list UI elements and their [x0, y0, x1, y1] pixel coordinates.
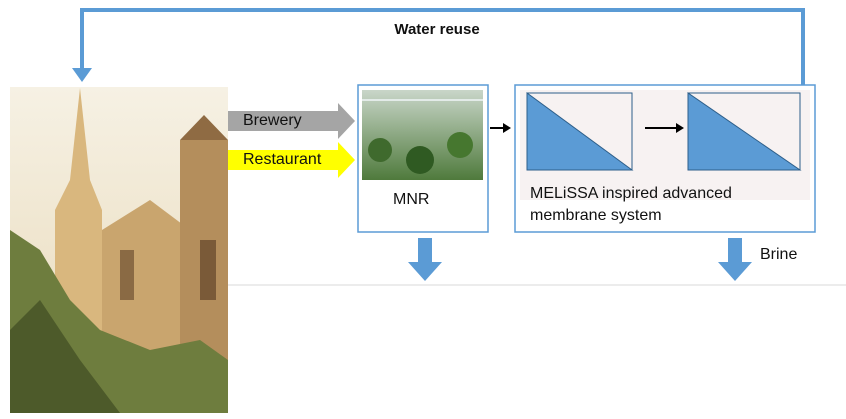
outflow-arrow	[718, 238, 752, 281]
mnr-photo	[362, 90, 483, 180]
input-label: Brewery	[243, 112, 302, 129]
output-label: Brine	[760, 246, 797, 263]
node-label: MELiSSA inspired advanced	[530, 185, 732, 202]
outflow-arrow	[408, 238, 442, 281]
diagram: Water reuse Brewery Restaurant MNR MELiS…	[0, 0, 846, 419]
connector-head	[503, 123, 511, 133]
node-label: membrane system	[530, 207, 662, 224]
node-label: MNR	[393, 191, 429, 208]
input-label: Restaurant	[243, 151, 322, 168]
loop-label: Water reuse	[394, 21, 479, 38]
reuse-arrowhead	[72, 68, 92, 82]
building-picture	[10, 87, 228, 413]
